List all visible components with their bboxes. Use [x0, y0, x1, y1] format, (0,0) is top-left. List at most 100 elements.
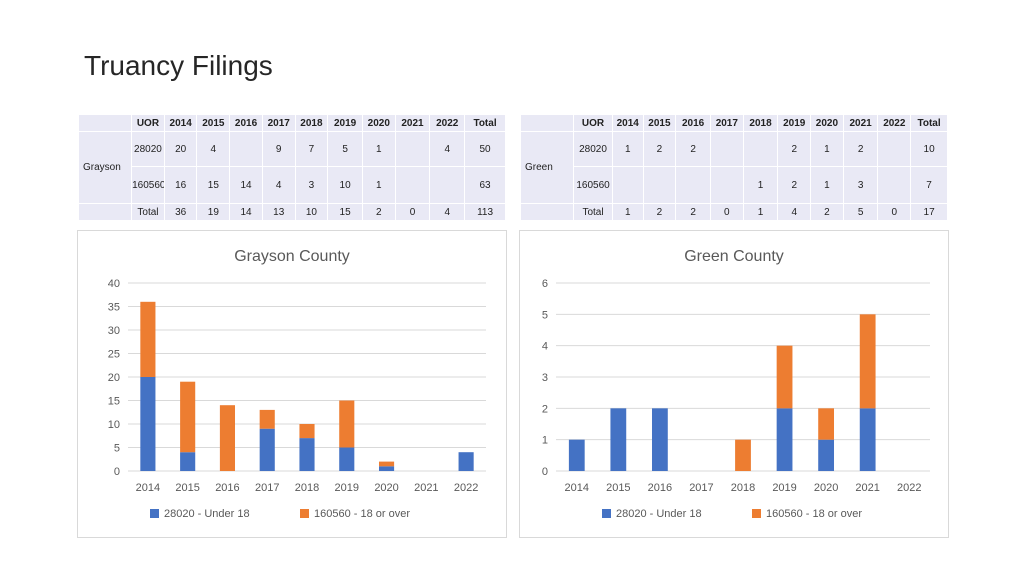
- legend-label: 160560 - 18 or over: [766, 508, 862, 520]
- table-cell: [642, 166, 677, 204]
- table-cell: 10: [294, 203, 329, 221]
- grayson-chart-svg: Grayson County 0 5 10 15 20 25 30 35 40 2014 2015 20…: [108, 248, 486, 520]
- green-chart: Green County 0 1 2 3 4 5 6 2014 2015 2016 2017 2018 2…: [519, 230, 949, 538]
- table-cell: [709, 166, 744, 204]
- table-cell: 0: [394, 203, 431, 221]
- header-cell: UOR: [573, 114, 613, 132]
- x-tick-label: 2015: [175, 482, 199, 494]
- table-cell: 13: [261, 203, 296, 221]
- table-cell: 4: [429, 203, 466, 221]
- table-cell: 1: [611, 131, 644, 167]
- table-cell: [675, 166, 711, 204]
- x-tick-label: 2020: [814, 482, 838, 494]
- x-tick-label: 2018: [295, 482, 319, 494]
- x-tick-label: 2021: [414, 482, 438, 494]
- table-cell: 3: [294, 166, 329, 204]
- legend-label: 160560 - 18 or over: [314, 508, 410, 520]
- legend-label: 28020 - Under 18: [164, 508, 250, 520]
- table-cell: [429, 166, 466, 204]
- table-cell: 4: [777, 203, 812, 221]
- header-cell: 2015: [196, 114, 231, 132]
- table-cell: 14: [229, 203, 263, 221]
- y-tick-label: 20: [108, 372, 120, 384]
- bar-series2-2019: [776, 345, 793, 409]
- table-cell: 113: [464, 203, 506, 221]
- county-cell: Grayson: [77, 131, 133, 204]
- x-tick-label: 2019: [772, 482, 796, 494]
- x-tick-label: 2014: [565, 482, 589, 494]
- legend-label: 28020 - Under 18: [616, 508, 702, 520]
- table-cell: 0: [877, 203, 912, 221]
- x-tick-label: 2017: [255, 482, 279, 494]
- y-tick-label: 6: [542, 278, 548, 290]
- bar-series1-2015: [180, 452, 196, 471]
- county-cell: Green: [519, 131, 575, 204]
- table-cell: 1: [810, 166, 844, 204]
- table-cell: 28020: [573, 131, 613, 167]
- x-tick-label: 2019: [335, 482, 359, 494]
- table-cell: 10: [327, 166, 363, 204]
- header-cell: 2020: [361, 114, 396, 132]
- header-cell: 2021: [842, 114, 879, 132]
- bar-series1-2016: [651, 408, 668, 471]
- bar-series1-2014: [140, 377, 156, 471]
- x-tick-label: 2020: [374, 482, 398, 494]
- table-cell: 5: [842, 203, 879, 221]
- table-cell: 2: [810, 203, 844, 221]
- table-cell: 4: [429, 131, 466, 167]
- table-cell: 2: [777, 131, 812, 167]
- x-tick-label: 2018: [731, 482, 755, 494]
- table-cell: 9: [261, 131, 296, 167]
- header-cell: 2022: [429, 114, 466, 132]
- table-cell: 20: [163, 131, 198, 167]
- table-cell: 2: [777, 166, 812, 204]
- table-cell: 2: [642, 203, 677, 221]
- table-cell: 1: [810, 131, 844, 167]
- x-tick-label: 2015: [606, 482, 630, 494]
- y-tick-label: 35: [108, 302, 120, 314]
- table-cell: [877, 166, 912, 204]
- bar-series2-2018: [299, 424, 315, 439]
- header-cell: 2015: [642, 114, 677, 132]
- header-cell: 2022: [877, 114, 912, 132]
- table-cell: 14: [229, 166, 263, 204]
- table-cell: 160560: [131, 166, 165, 204]
- bar-series1-2021: [859, 408, 876, 471]
- table-cell: 10: [910, 131, 948, 167]
- header-cell: 2014: [163, 114, 198, 132]
- table-cell: 50: [464, 131, 506, 167]
- table-cell: 2: [675, 203, 711, 221]
- legend-swatch: [300, 509, 309, 518]
- table-cell: [394, 166, 431, 204]
- y-tick-label: 3: [542, 372, 548, 384]
- blank-cell: [519, 203, 575, 221]
- chart-title: Green County: [684, 248, 784, 265]
- legend-swatch: [602, 509, 611, 518]
- table-total-row: Total 36 19 14 13 10 15 2 0 4 113: [77, 203, 506, 221]
- bar-series2-2014: [140, 301, 156, 377]
- bar-series1-2020: [818, 439, 835, 471]
- bar-series1-2018: [299, 438, 315, 471]
- bar-series2-2019: [339, 400, 355, 448]
- header-cell: 2016: [675, 114, 711, 132]
- table-cell: 2: [361, 203, 396, 221]
- table-cell: 1: [611, 203, 644, 221]
- table-cell: [742, 131, 779, 167]
- table-cell: [229, 131, 263, 167]
- y-tick-label: 2: [542, 403, 548, 415]
- header-cell: 2017: [709, 114, 744, 132]
- table-cell: [709, 131, 744, 167]
- header-cell: 2018: [742, 114, 779, 132]
- table-row: 160560 16 15 14 4 3 10 1 63: [79, 166, 506, 204]
- bar-series2-2021: [859, 314, 876, 409]
- y-tick-label: 40: [108, 278, 120, 290]
- table-cell: 28020: [131, 131, 165, 167]
- y-tick-label: 30: [108, 325, 120, 337]
- table-cell: 5: [327, 131, 363, 167]
- y-tick-label: 1: [542, 435, 548, 447]
- table-cell: 160560: [573, 166, 613, 204]
- table-cell: Total: [573, 203, 613, 221]
- x-tick-label: 2021: [855, 482, 879, 494]
- table-header-row: UOR 2014 2015 2016 2017 2018 2019 2020 2…: [519, 114, 948, 132]
- table-cell: 2: [642, 131, 677, 167]
